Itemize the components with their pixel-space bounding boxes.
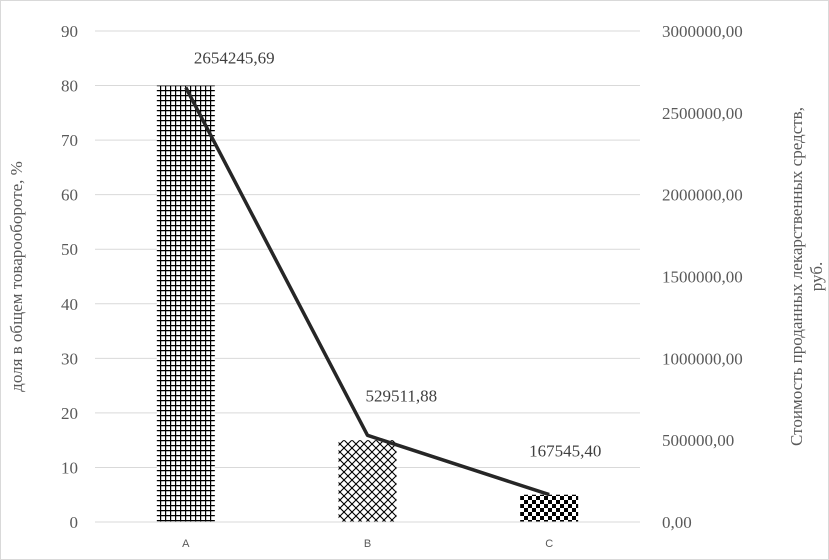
y-left-tick-label: 20 (61, 404, 78, 423)
y-right-axis-title-line1: Стоимость проданных лекарственных средст… (787, 107, 806, 446)
axes: 0 10 20 30 40 50 60 70 80 90 0,00 500000,00 1000000,… (7, 22, 826, 550)
y-left-tick-label: 50 (61, 240, 78, 259)
bars (156, 85, 579, 523)
x-tick-label: B (364, 538, 371, 550)
y-right-axis-title-line2: руб. (807, 262, 826, 291)
data-label: 529511,88 (366, 386, 438, 405)
y-right-tick-label: 1000000,00 (662, 349, 743, 368)
y-right-tick-label: 3000000,00 (662, 22, 743, 41)
y-left-tick-label: 70 (61, 131, 78, 150)
bar (156, 85, 215, 523)
y-right-tick-label: 0,00 (662, 513, 692, 532)
y-left-tick-label: 30 (61, 349, 78, 368)
line-point (185, 87, 187, 89)
y-left-tick-label: 60 (61, 186, 78, 205)
bar (520, 494, 579, 522)
y-right-tick-label: 1500000,00 (662, 268, 743, 287)
bar (338, 440, 397, 522)
y-right-tick-label: 500000,00 (662, 431, 734, 450)
x-tick-label: C (545, 538, 553, 550)
line-point (548, 494, 550, 496)
data-label: 167545,40 (529, 442, 601, 461)
line-point (367, 434, 368, 436)
y-left-tick-label: 40 (61, 295, 78, 314)
y-left-tick-label: 80 (61, 77, 78, 96)
line-series-path (184, 86, 550, 497)
y-left-tick-label: 90 (61, 22, 78, 41)
data-labels: 2654245,69 529511,88 167545,40 (194, 49, 602, 461)
data-label: 2654245,69 (194, 49, 275, 68)
y-left-tick-label: 10 (61, 458, 78, 477)
y-right-tick-label: 2000000,00 (662, 186, 743, 205)
y-right-tick-label: 2500000,00 (662, 104, 743, 123)
y-left-tick-label: 0 (70, 513, 79, 532)
x-tick-label: A (182, 538, 190, 550)
line-series (184, 86, 550, 497)
y-left-axis-title: доля в общем товарообороте, % (7, 161, 26, 392)
